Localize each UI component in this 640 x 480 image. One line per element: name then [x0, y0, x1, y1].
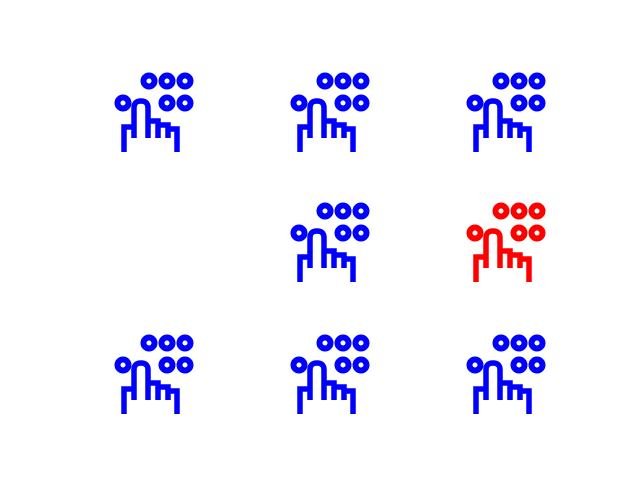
touch-keypad-icon [112, 332, 202, 422]
touch-keypad-icon [464, 70, 554, 160]
touch-keypad-icon [464, 200, 554, 290]
touch-keypad-icon [288, 200, 378, 290]
touch-keypad-icon [112, 70, 202, 160]
touch-keypad-icon [288, 70, 378, 160]
touch-keypad-icon [288, 332, 378, 422]
touch-keypad-icon [464, 332, 554, 422]
